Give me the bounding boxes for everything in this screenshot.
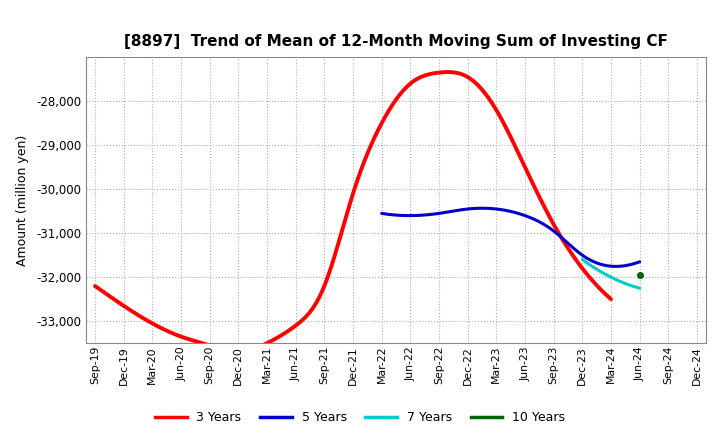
Title: [8897]  Trend of Mean of 12-Month Moving Sum of Investing CF: [8897] Trend of Mean of 12-Month Moving … [124,34,668,49]
Y-axis label: Amount (million yen): Amount (million yen) [17,135,30,266]
Legend: 3 Years, 5 Years, 7 Years, 10 Years: 3 Years, 5 Years, 7 Years, 10 Years [150,407,570,429]
